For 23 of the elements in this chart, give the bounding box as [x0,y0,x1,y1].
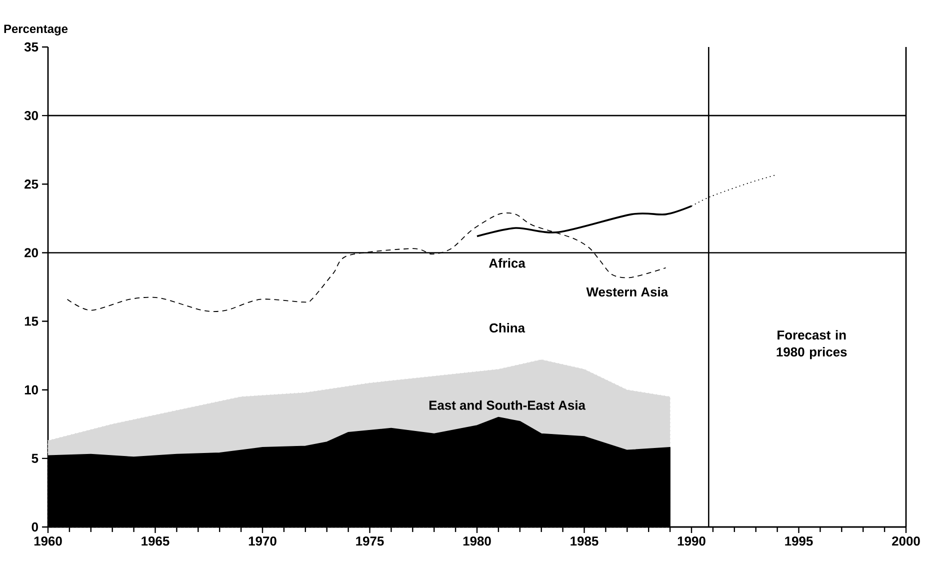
x-tick-label: 1965 [142,536,170,546]
series-label: East and South-East Asia [429,400,586,410]
series-label: Western Asia [586,287,668,297]
y-axis-title: Percentage [4,24,68,36]
y-tick-label: 30 [24,110,38,120]
y-tick-label: 15 [24,316,38,326]
x-tick-label: 1970 [248,536,276,546]
x-tick-label: 1990 [678,536,706,546]
y-tick-label: 20 [24,248,38,258]
text: China [490,323,526,333]
series-label: Africa [489,258,526,268]
x-tick-label: 1995 [785,536,813,546]
x-tick-label: 2000 [892,536,920,546]
x-tick-label: 1980 [463,536,491,546]
x-tick-label: 1960 [34,536,62,546]
x-tick-label: 1975 [356,536,384,546]
y-tick-label: 25 [24,180,38,189]
y-tick-label: 0 [32,522,38,532]
x-tick-label: 1985 [570,536,598,546]
y-tick-label: 10 [24,385,38,394]
y-tick-label: 35 [24,42,38,52]
y-tick-label: 5 [32,454,38,463]
annotation: Forecast in 1980 prices [776,330,847,360]
